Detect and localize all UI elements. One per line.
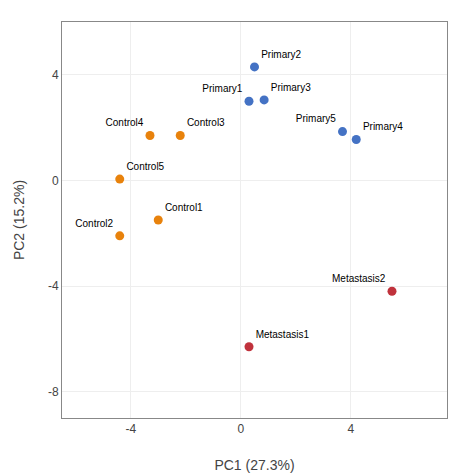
svg-text:Control1: Control1 bbox=[165, 202, 203, 213]
svg-text:Metastasis1: Metastasis1 bbox=[256, 329, 310, 340]
svg-text:Control2: Control2 bbox=[75, 218, 113, 229]
svg-text:-4: -4 bbox=[125, 422, 136, 436]
svg-text:Primary1: Primary1 bbox=[202, 83, 242, 94]
svg-text:Control3: Control3 bbox=[187, 117, 225, 128]
svg-text:Primary3: Primary3 bbox=[271, 82, 311, 93]
svg-text:4: 4 bbox=[52, 68, 59, 82]
svg-text:Metastasis2: Metastasis2 bbox=[332, 273, 386, 284]
svg-text:Primary5: Primary5 bbox=[296, 113, 336, 124]
svg-text:PC2 (15.2%): PC2 (15.2%) bbox=[11, 180, 27, 260]
svg-text:0: 0 bbox=[237, 422, 244, 436]
svg-text:4: 4 bbox=[347, 422, 354, 436]
svg-text:Primary2: Primary2 bbox=[261, 49, 301, 60]
svg-text:PC1 (27.3%): PC1 (27.3%) bbox=[214, 457, 294, 473]
svg-text:-4: -4 bbox=[48, 279, 59, 293]
svg-text:Control5: Control5 bbox=[126, 161, 164, 172]
svg-text:0: 0 bbox=[52, 174, 59, 188]
svg-text:Control4: Control4 bbox=[106, 117, 144, 128]
svg-text:-8: -8 bbox=[48, 385, 59, 399]
svg-text:Primary4: Primary4 bbox=[363, 121, 403, 132]
